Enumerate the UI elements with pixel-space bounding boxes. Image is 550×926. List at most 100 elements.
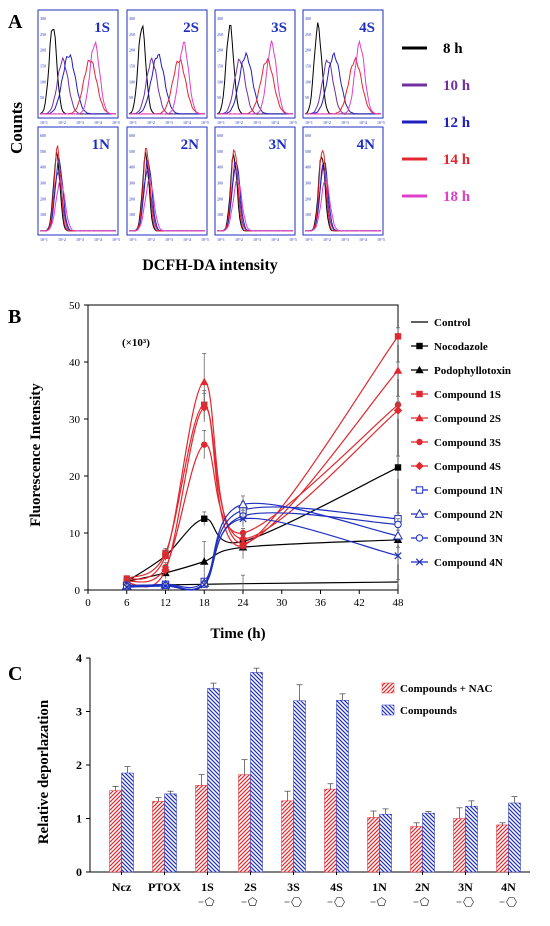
data-point bbox=[239, 529, 247, 537]
histogram-ytick: 400 bbox=[40, 165, 46, 170]
data-point bbox=[161, 565, 170, 575]
legend-label: Control bbox=[434, 317, 470, 329]
histogram-ytick: 250 bbox=[40, 32, 46, 37]
histogram-xtick: 10^1 bbox=[217, 237, 225, 242]
histogram-curve bbox=[216, 51, 294, 115]
data-point bbox=[393, 366, 403, 374]
histogram-xtick: 10^2 bbox=[58, 237, 66, 242]
y-tick-label: 0 bbox=[75, 585, 81, 597]
y-tick-label: 10 bbox=[69, 528, 81, 540]
histogram-ytick: 100 bbox=[40, 212, 46, 217]
histogram-ytick: 100 bbox=[217, 212, 223, 217]
y-tick-label: 50 bbox=[69, 300, 81, 312]
bar bbox=[410, 826, 423, 873]
histogram-ytick: 250 bbox=[129, 32, 135, 37]
category-label: 3N bbox=[458, 880, 473, 894]
histogram-curve bbox=[305, 39, 381, 115]
histogram-xtick: 10^4 bbox=[271, 120, 279, 125]
panel-b-xlabel: Time (h) bbox=[210, 626, 265, 642]
histogram-1S: 300 250 200 150 100 50 10^1 10^2 10^3 10^4 10^5 1S bbox=[37, 9, 120, 125]
x-tick-label: 36 bbox=[315, 597, 327, 609]
structure-ring bbox=[419, 897, 430, 906]
legend-label: Podophyllotoxin bbox=[434, 365, 511, 377]
panel-b-line-chart: 0 6 12 18 24 30 36 42 48 0 10 20 30 40 50 bbox=[69, 300, 404, 609]
x-tick-label: 0 bbox=[85, 597, 91, 609]
series-line bbox=[126, 406, 399, 588]
y-tick-label: 30 bbox=[69, 414, 81, 426]
panel-b-letter: B bbox=[8, 306, 21, 328]
bar bbox=[238, 774, 251, 873]
histogram-xtick: 10^4 bbox=[183, 120, 191, 125]
histogram-curve bbox=[305, 51, 382, 115]
histogram-curve bbox=[39, 40, 117, 115]
y-tick-label: 4 bbox=[76, 651, 82, 665]
histogram-xtick: 10^4 bbox=[183, 237, 191, 242]
histogram-label: 2N bbox=[181, 137, 200, 153]
series-line bbox=[126, 539, 399, 583]
x-tick-label: 42 bbox=[354, 597, 365, 609]
y-tick-label: 40 bbox=[69, 357, 81, 369]
histogram-xtick: 10^3 bbox=[341, 120, 349, 125]
series-compound-4n bbox=[123, 509, 402, 591]
bar bbox=[164, 793, 177, 873]
bar bbox=[207, 688, 220, 873]
bar bbox=[422, 812, 435, 873]
data-point bbox=[201, 441, 208, 448]
histogram-xtick: 10^3 bbox=[341, 237, 349, 242]
histogram-xtick: 10^2 bbox=[147, 120, 155, 125]
category-label: 4S bbox=[330, 880, 343, 894]
histogram-xtick: 10^2 bbox=[58, 120, 66, 125]
histogram-ytick: 300 bbox=[40, 16, 46, 21]
category-label: 4N bbox=[501, 880, 516, 894]
legend-label: 18 h bbox=[443, 189, 471, 205]
histogram-1N: 600 500 400 300 200 100 10^1 10^2 10^3 10^4 10^5 1N bbox=[37, 126, 120, 242]
panel-a-letter: A bbox=[8, 11, 23, 33]
histogram-xtick: 10^5 bbox=[201, 120, 209, 125]
legend-label: Compound 4N bbox=[434, 557, 503, 569]
histogram-label: 2S bbox=[183, 20, 199, 36]
histogram-ytick: 400 bbox=[305, 165, 311, 170]
panel-a-ylabel: Counts bbox=[7, 102, 26, 154]
data-point bbox=[415, 534, 424, 542]
triazole-structure-icon bbox=[198, 897, 215, 906]
histogram-xtick: 10^1 bbox=[217, 120, 225, 125]
histogram-label: 1N bbox=[92, 137, 111, 153]
histogram-ytick: 500 bbox=[305, 149, 311, 154]
y-tick-label: 1 bbox=[76, 812, 82, 826]
histogram-ytick: 300 bbox=[129, 16, 135, 21]
histogram-xtick: 10^1 bbox=[129, 237, 137, 242]
thiadiazole-structure-icon bbox=[241, 897, 258, 906]
bar bbox=[496, 824, 509, 873]
legend-label: Compound 4S bbox=[434, 461, 501, 473]
data-point bbox=[392, 530, 404, 540]
panel-b-legend: Control Nocodazole Podophyllotoxin Compound… bbox=[411, 317, 511, 569]
histogram-ytick: 100 bbox=[217, 79, 223, 84]
histogram-ytick: 200 bbox=[40, 196, 46, 201]
legend-label: Compound 3N bbox=[434, 533, 503, 545]
data-point bbox=[416, 390, 423, 398]
histogram-xtick: 10^3 bbox=[76, 237, 84, 242]
histogram-xtick: 10^4 bbox=[94, 237, 102, 242]
category-label: Ncz bbox=[112, 880, 132, 894]
histogram-xtick: 10^1 bbox=[129, 120, 137, 125]
histogram-label: 4S bbox=[359, 20, 375, 36]
data-point bbox=[415, 365, 424, 374]
triazole-structure-icon bbox=[370, 897, 387, 906]
panel-c-ylabel: Relative deporlazation bbox=[36, 699, 52, 844]
histogram-xtick: 10^3 bbox=[76, 120, 84, 125]
x-tick-label: 24 bbox=[238, 597, 250, 609]
histogram-xtick: 10^1 bbox=[305, 237, 313, 242]
histogram-ytick: 200 bbox=[40, 48, 46, 53]
histogram-frame bbox=[126, 9, 208, 119]
legend-label: Compound 2N bbox=[434, 509, 503, 521]
histogram-frame bbox=[302, 9, 384, 119]
data-point bbox=[415, 413, 424, 422]
histogram-frame bbox=[37, 9, 119, 119]
panel-a-xlabel: DCFH-DA intensity bbox=[142, 257, 278, 274]
histogram-xtick: 10^5 bbox=[201, 237, 209, 242]
panel-b-unit-note: (×10³) bbox=[122, 337, 150, 349]
histogram-curve bbox=[128, 53, 205, 115]
y-tick-label: 20 bbox=[69, 471, 81, 483]
data-point bbox=[414, 508, 425, 518]
